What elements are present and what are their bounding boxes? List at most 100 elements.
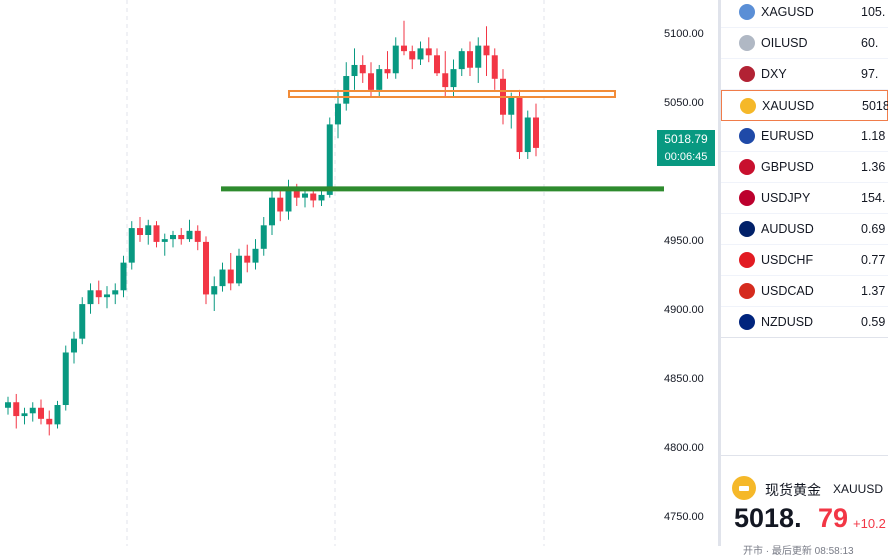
- candle-body: [458, 51, 465, 70]
- candle-body: [533, 117, 539, 148]
- candle-body: [516, 96, 523, 153]
- candle-body: [442, 73, 449, 88]
- watchlist-symbol: AUDUSD: [761, 222, 814, 236]
- candle-body: [178, 234, 185, 240]
- candle-body: [211, 286, 218, 295]
- watchlist-symbol: GBPUSD: [761, 160, 814, 174]
- uk-flag-icon: [739, 159, 755, 175]
- candle-body: [277, 197, 284, 212]
- watchlist-row-usdjpy[interactable]: USDJPY 154.: [721, 183, 888, 214]
- candle-body: [310, 193, 317, 201]
- candle-body: [351, 64, 358, 77]
- us-flag-icon: [739, 66, 755, 82]
- support-line: [221, 186, 664, 192]
- detail-symbol-name: 现货黄金: [765, 482, 821, 498]
- candle-body: [21, 413, 28, 417]
- candle-body: [401, 45, 407, 52]
- candle-body: [318, 194, 325, 201]
- detail-price-decimal: 79: [818, 503, 849, 533]
- price-axis[interactable]: 5100.00 5050.00 4950.00 4900.00 4850.00 4800.…: [658, 0, 718, 546]
- candle-body: [450, 69, 457, 88]
- candle-body: [335, 103, 341, 125]
- price-tick-label: 5050.00: [664, 96, 704, 109]
- watchlist-symbol: XAGUSD: [761, 5, 814, 19]
- candle-body: [29, 407, 36, 414]
- candle-body: [120, 262, 127, 291]
- detail-price-change: +10.2: [853, 516, 886, 531]
- watchlist-row-nzdusd[interactable]: NZDUSD 0.59: [721, 307, 888, 338]
- candle-body: [203, 241, 209, 295]
- watchlist-row-eurusd[interactable]: EURUSD 1.18: [721, 121, 888, 152]
- watchlist-price: 0.59: [861, 315, 886, 329]
- detail-symbol-code: XAUUSD: [833, 482, 884, 496]
- us-ch-flag-icon: [739, 252, 755, 268]
- candle-body: [137, 228, 143, 235]
- current-price-label: 5018.79: [664, 132, 708, 146]
- watchlist-row-dxy[interactable]: DXY 97.: [721, 59, 888, 90]
- candle-body: [170, 234, 176, 240]
- watchlist-price: 1.36: [861, 160, 886, 174]
- watchlist-symbol: USDCHF: [761, 253, 814, 267]
- candlestick-chart[interactable]: [0, 0, 664, 546]
- candle-body: [467, 51, 473, 68]
- watchlist-row-gbpusd[interactable]: GBPUSD 1.36: [721, 152, 888, 183]
- detail-price-integer: 5018.: [734, 503, 802, 533]
- watchlist-row-xagusd[interactable]: XAGUSD 105.: [721, 0, 888, 28]
- candle-body: [376, 69, 383, 90]
- gold-icon: [740, 97, 756, 114]
- watchlist-symbol: EURUSD: [761, 129, 814, 143]
- us-jp-flag-icon: [739, 190, 755, 206]
- candle-body: [46, 418, 53, 425]
- candle-body: [161, 239, 168, 242]
- gold-icon: [732, 476, 756, 500]
- watchlist-row-usdchf[interactable]: USDCHF 0.77: [721, 245, 888, 276]
- candle-body: [13, 402, 20, 417]
- candle-body: [483, 45, 490, 56]
- watchlist-row-usdcad[interactable]: USDCAD 1.37: [721, 276, 888, 307]
- candle-body: [326, 124, 333, 195]
- candle-body: [112, 290, 119, 295]
- candle-body: [285, 189, 292, 212]
- watchlist-row-xauusd[interactable]: XAUUSD 5018: [721, 90, 888, 121]
- candle-body: [128, 228, 135, 263]
- price-tick-label: 4750.00: [664, 511, 704, 524]
- watchlist-symbol: XAUUSD: [762, 98, 815, 113]
- oil-icon: [739, 35, 755, 51]
- panel-divider[interactable]: [718, 0, 721, 546]
- current-price-tag: 5018.79: [657, 130, 715, 148]
- candle-body: [409, 51, 416, 60]
- candle-body: [417, 48, 424, 60]
- price-tick-label: 4900.00: [664, 304, 704, 316]
- candle-body: [368, 73, 374, 90]
- au-flag-icon: [739, 221, 755, 237]
- detail-market-status: 开市 · 最后更新 08:58:13: [743, 546, 854, 557]
- candle-body: [38, 407, 44, 419]
- candle-body: [524, 117, 531, 153]
- candle-body: [95, 290, 102, 298]
- candle-body: [475, 45, 482, 68]
- countdown-tag: 00:06:45: [657, 148, 715, 166]
- us-ca-flag-icon: [739, 283, 755, 299]
- candle-body: [62, 352, 69, 406]
- resistance-zone: [288, 89, 616, 98]
- candle-body: [244, 255, 251, 263]
- watchlist-price: 1.37: [861, 284, 886, 298]
- candle-body: [491, 55, 498, 79]
- candle-body: [236, 255, 242, 284]
- watchlist-row-oilusd[interactable]: OILUSD 60.: [721, 28, 888, 59]
- watchlist-price: 97.: [861, 67, 879, 81]
- candle-body: [293, 189, 300, 198]
- watchlist-price: 1.18: [861, 129, 886, 143]
- watchlist-symbol: USDJPY: [761, 191, 811, 205]
- candle-body: [260, 225, 267, 249]
- watchlist-symbol: DXY: [761, 67, 787, 81]
- candle-body: [104, 294, 110, 298]
- candle-body: [227, 269, 234, 284]
- watchlist-price: 0.69: [861, 222, 886, 236]
- watchlist-row-audusd[interactable]: AUDUSD 0.69: [721, 214, 888, 245]
- watchlist-price: 60.: [861, 36, 879, 50]
- watchlist: XAGUSD 105. OILUSD 60. DXY 97. XAUUSD 5018 EURUS…: [721, 0, 888, 340]
- watchlist-price: 154.: [861, 191, 886, 205]
- price-tick-label: 4800.00: [664, 442, 704, 455]
- candle-body: [145, 225, 152, 235]
